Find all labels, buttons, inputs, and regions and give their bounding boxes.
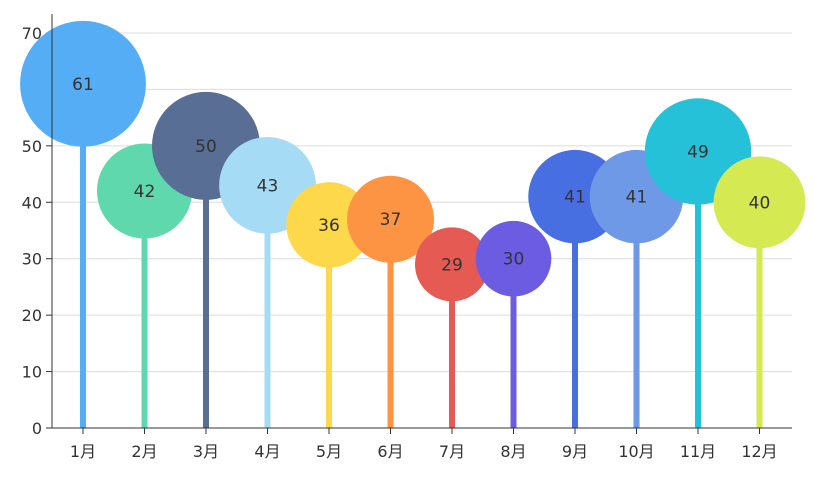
- data-label: 30: [503, 250, 525, 270]
- x-tick-label: 4月: [254, 442, 280, 461]
- data-label: 42: [134, 182, 156, 202]
- data-label: 29: [441, 255, 463, 275]
- lollipop-marks: 61 42 50 43 36 37 29 30 41 41 49 40: [20, 20, 806, 428]
- x-tick-label: 9月: [562, 442, 588, 461]
- x-tick-label: 7月: [439, 442, 465, 461]
- x-tick-label: 1月: [70, 442, 96, 461]
- data-label: 41: [626, 188, 648, 208]
- x-tick-label: 3月: [193, 442, 219, 461]
- x-axis-ticks: 1月 2月 3月 4月 5月 6月 7月 8月 9月 10月 11月 12月: [70, 428, 778, 461]
- lollipop-bubble[interactable]: 40: [713, 156, 806, 249]
- x-tick-label: 6月: [377, 442, 403, 461]
- axes: [51, 14, 792, 429]
- lollipop-bubble[interactable]: 37: [347, 175, 434, 263]
- x-tick-label: 11月: [680, 442, 716, 461]
- y-tick-label: 10: [22, 363, 42, 382]
- y-tick-label: 30: [22, 250, 42, 269]
- data-label: 43: [257, 176, 279, 196]
- bubble-circle[interactable]: [475, 220, 552, 297]
- lollipop-bubble[interactable]: 61: [20, 20, 146, 147]
- bubble-circle[interactable]: [347, 175, 434, 263]
- data-label: 41: [564, 188, 586, 208]
- lollipop-bubble[interactable]: 30: [475, 220, 552, 297]
- data-label: 50: [195, 137, 217, 157]
- lollipop-bubble[interactable]: 29: [415, 227, 489, 302]
- y-tick-label: 70: [22, 24, 42, 43]
- x-tick-label: 12月: [741, 442, 777, 461]
- x-tick-label: 2月: [131, 442, 157, 461]
- y-tick-label: 0: [32, 419, 42, 438]
- y-tick-label: 20: [22, 306, 42, 325]
- x-tick-label: 8月: [500, 442, 526, 461]
- x-tick-label: 5月: [316, 442, 342, 461]
- data-label: 36: [318, 216, 340, 236]
- data-label: 61: [72, 75, 94, 95]
- data-label: 49: [687, 143, 709, 163]
- data-label: 37: [380, 210, 402, 230]
- data-label: 40: [749, 193, 771, 213]
- y-tick-label: 50: [22, 137, 42, 156]
- bubble-circle[interactable]: [415, 227, 489, 302]
- y-tick-label: 40: [22, 193, 42, 212]
- bubble-circle[interactable]: [713, 156, 806, 249]
- x-tick-label: 10月: [618, 442, 654, 461]
